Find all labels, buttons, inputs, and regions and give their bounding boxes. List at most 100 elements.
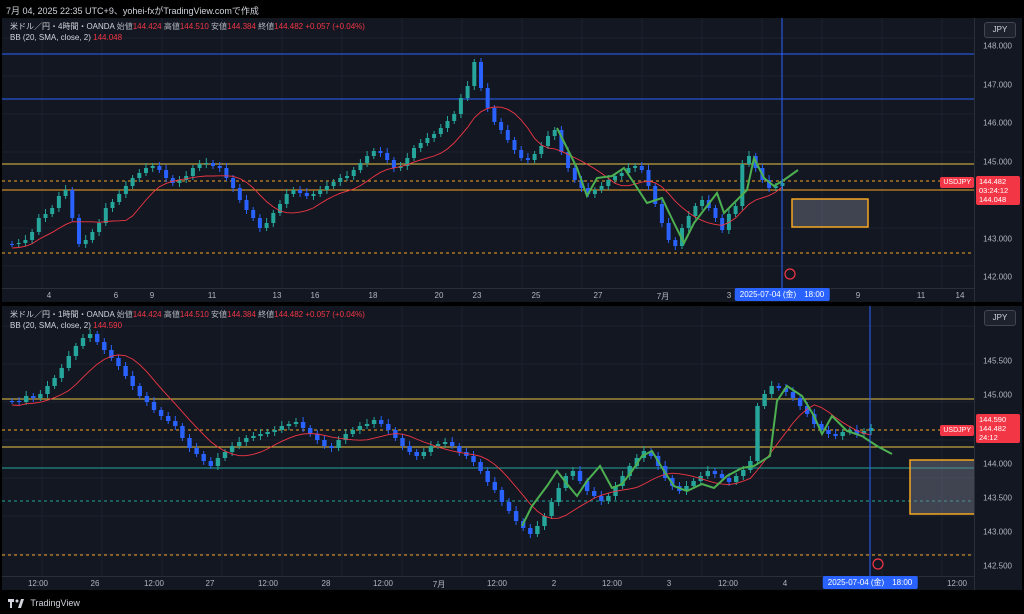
x-tick-label: 12:00 — [717, 579, 739, 588]
candle-body — [365, 156, 370, 163]
candle-body — [70, 190, 75, 218]
currency-button[interactable]: JPY — [984, 310, 1016, 326]
candle-body — [336, 440, 341, 448]
candle-body — [528, 528, 533, 534]
candle-body — [627, 466, 632, 476]
candle-body — [16, 243, 21, 244]
currency-button[interactable]: JPY — [984, 22, 1016, 38]
candle-body — [144, 396, 150, 402]
candle-body — [300, 422, 306, 428]
legend-high: 144.510 — [179, 310, 209, 319]
candle-body — [385, 153, 390, 160]
x-tick-label: 11 — [207, 291, 217, 300]
candle-body — [38, 394, 43, 398]
candle-body — [606, 180, 611, 186]
candle-body — [673, 240, 678, 246]
candle-body — [552, 130, 557, 136]
candle-body — [452, 114, 457, 121]
y-axis-4h[interactable]: JPY 148.000147.000146.000145.000144.0001… — [974, 18, 1022, 302]
candle-body — [197, 164, 202, 168]
price-plot-1h[interactable] — [2, 306, 974, 576]
candle-body — [438, 128, 443, 134]
legend-open: 144.424 — [132, 310, 162, 319]
candle-body — [351, 170, 356, 176]
candle-body — [659, 204, 664, 223]
candle-body — [286, 424, 292, 426]
wave-drawing — [521, 384, 893, 527]
candle-body — [599, 186, 604, 190]
candle-body — [272, 430, 277, 432]
y-tick-label: 143.000 — [983, 234, 1012, 244]
candle-body — [606, 496, 611, 501]
candle-body — [414, 452, 419, 456]
candle-body — [318, 190, 323, 194]
price-plot-4h[interactable] — [2, 18, 974, 288]
symbol-price-tag-4h: USDJPY — [940, 177, 974, 188]
candle-body — [826, 430, 831, 434]
candle-body — [304, 193, 309, 196]
y-tick-label: 144.000 — [983, 459, 1012, 469]
economic-event-icon — [784, 268, 796, 280]
candle-body — [215, 458, 221, 466]
candle-body — [109, 350, 114, 358]
chart-pane-4h[interactable]: 米ドル／円・4時間・OANDA 始値144.424 高値144.510 安値14… — [2, 18, 1022, 302]
legend-close: 144.482 — [274, 310, 304, 319]
x-tick-label: 7月 — [432, 580, 446, 589]
legend-low: 144.384 — [227, 310, 256, 319]
candle-body — [173, 421, 178, 426]
candle-body — [485, 471, 490, 482]
candle-body — [442, 442, 448, 444]
candle-body — [542, 516, 547, 526]
candle-body — [103, 208, 108, 223]
candle-body — [73, 346, 79, 356]
candle-body — [257, 218, 262, 228]
candle-body — [180, 426, 185, 438]
x-tick-label: 12:00 — [143, 579, 165, 588]
chart-pane-1h[interactable]: 米ドル／円・1時間・OANDA 始値144.424 高値144.510 安値14… — [2, 306, 1022, 590]
candle-body — [23, 240, 28, 243]
x-tick-label: 2 — [551, 579, 557, 588]
candle-body — [217, 166, 222, 168]
x-tick-label: 3 — [666, 579, 672, 588]
candle-body — [546, 136, 550, 146]
candle-body — [137, 386, 142, 396]
candle-body — [284, 194, 289, 204]
legend-high: 144.510 — [179, 22, 209, 31]
candle-body — [519, 150, 524, 158]
y-axis-1h[interactable]: JPY 145.500145.000144.500144.000143.5001… — [974, 306, 1022, 590]
candle-body — [170, 178, 175, 183]
candle-body — [329, 446, 334, 448]
candle-body — [187, 438, 192, 448]
y-tick-label: 142.000 — [983, 272, 1012, 282]
x-axis-4h[interactable]: 4 6 9 11 13 16 18 20 23 25 27 7月 3 9 11 14 2025-07-04 (… — [2, 288, 974, 302]
candle-body — [251, 436, 256, 438]
candle-body — [371, 151, 376, 156]
x-tick-label: 7月 — [656, 292, 670, 301]
candle-body — [298, 190, 303, 193]
candle-body — [457, 446, 462, 452]
candle-body — [194, 448, 199, 454]
candle-body — [748, 461, 753, 470]
legend-open: 144.424 — [132, 22, 162, 31]
candle-body — [458, 98, 463, 114]
chart-header: 7月 04, 2025 22:35 UTC+9、yohei-fxがTrading… — [0, 0, 1024, 18]
candle-body — [405, 158, 410, 166]
candle-body — [819, 424, 824, 430]
candle-body — [686, 216, 691, 228]
candle-body — [265, 432, 270, 434]
candle-body — [776, 386, 781, 388]
candle-body — [271, 213, 276, 223]
x-axis-1h[interactable]: 12:00 26 12:00 27 12:00 28 12:00 7月 12:00 2 12:00 3… — [2, 576, 974, 590]
y-tick-label: 145.000 — [983, 390, 1012, 400]
candle-body — [492, 108, 497, 122]
candle-body — [137, 173, 142, 178]
candle-body — [833, 434, 838, 436]
candle-body — [549, 502, 554, 516]
x-tick-label: 12:00 — [257, 579, 279, 588]
candle-body — [747, 156, 751, 164]
candle-body — [83, 240, 88, 244]
crosshair-date-label-4h: 2025-07-04 (金) 18:00 — [734, 288, 830, 301]
x-tick-label: 26 — [90, 579, 100, 588]
legend-bb-label: BB (20, SMA, close, 2) — [10, 321, 91, 330]
candle-body — [10, 244, 14, 245]
